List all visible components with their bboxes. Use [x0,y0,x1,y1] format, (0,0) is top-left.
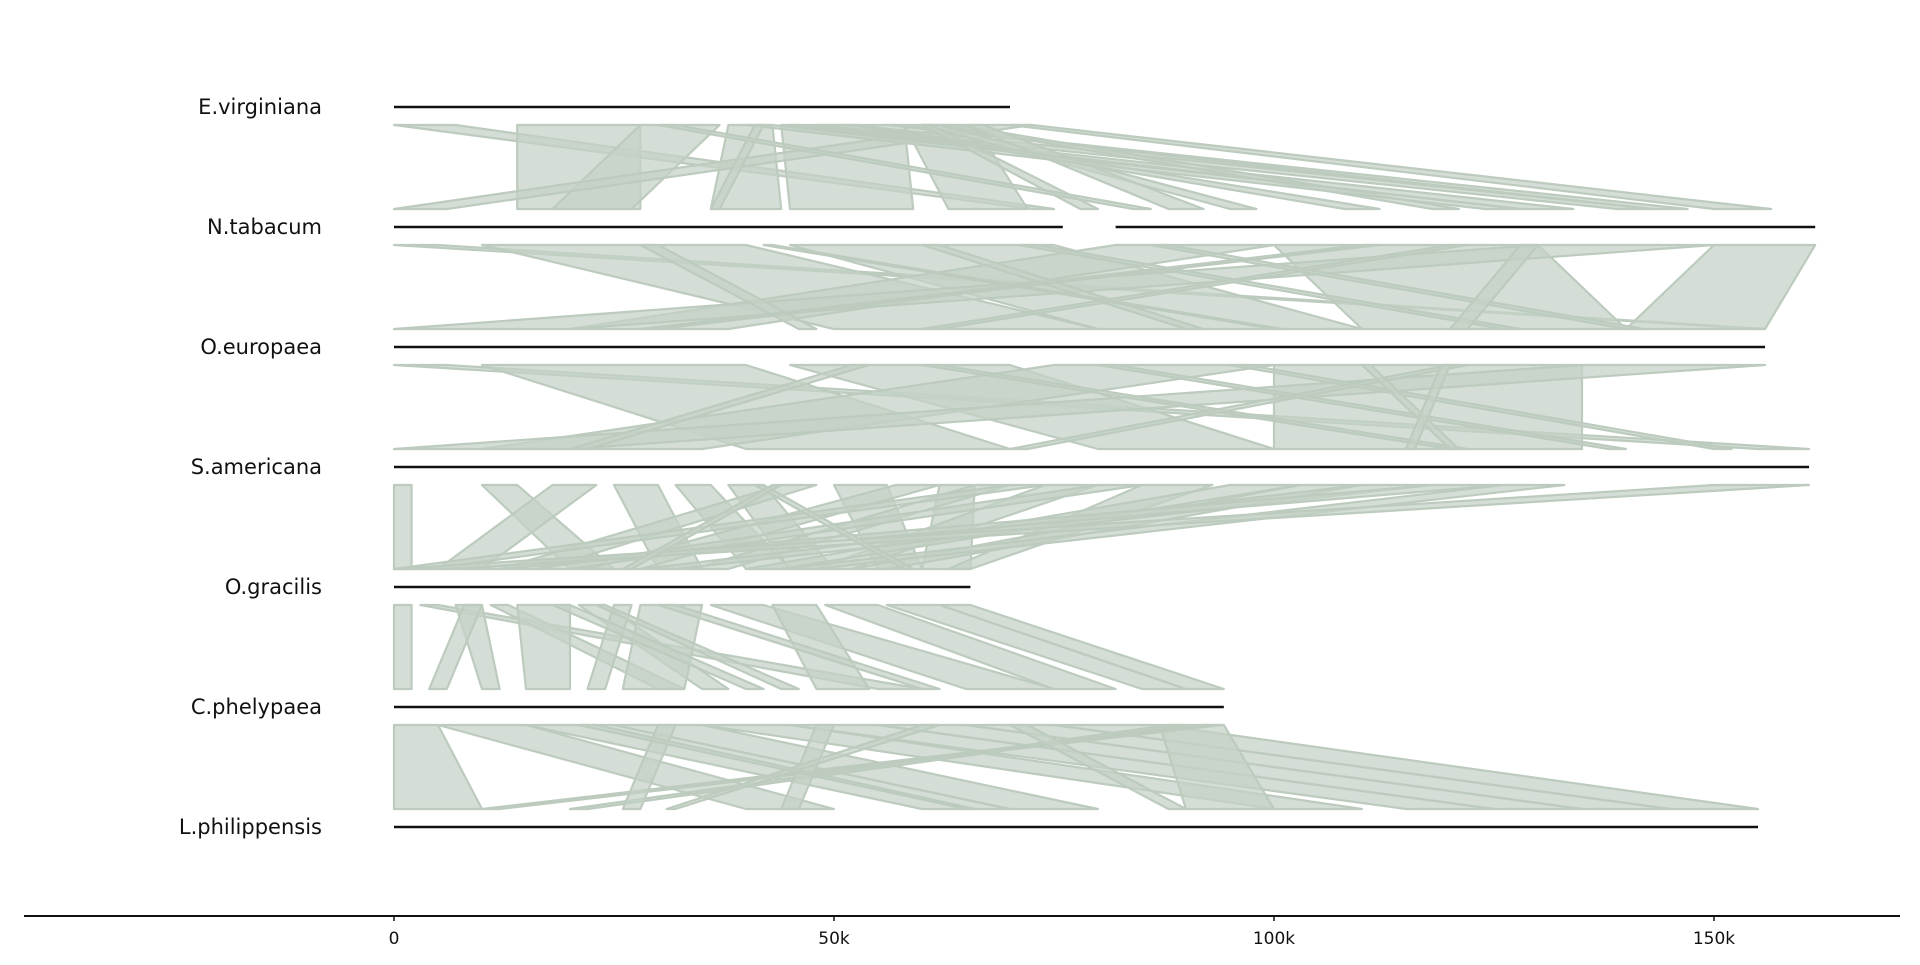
synteny-link [920,363,1469,451]
genome-label: E.virginiana [198,95,322,119]
synteny-link [480,723,1223,811]
synteny-link [516,603,572,691]
synteny-link [850,123,1381,211]
synteny-link [1624,243,1817,331]
genomes-layer [394,105,1816,829]
synteny-link [1096,363,1628,451]
x-tick-label: 50k [818,929,850,949]
synteny-link [595,603,800,691]
synteny-link [1149,243,1645,331]
synteny-link [938,603,1225,691]
synteny-link [392,483,413,571]
synteny-link [656,123,1152,211]
synteny-link [392,603,413,691]
synteny-link [1017,243,1522,331]
synteny-link [621,483,783,571]
synteny-link [568,363,871,451]
genome-label: L.philippensis [179,815,322,839]
x-tick-label: 0 [389,929,400,949]
synteny-link [656,603,941,691]
synteny-link [1008,723,1188,811]
synteny-link [1008,123,1773,211]
genome-label: S.americana [191,455,322,479]
synteny-link [392,483,1811,571]
x-tick-label: 100k [1253,929,1295,949]
synteny-link [709,123,765,211]
synteny-link [1448,243,1540,331]
synteny-link [621,723,677,811]
synteny-link [964,123,1205,211]
x-tick-label: 150k [1693,929,1735,949]
synteny-link [428,603,484,691]
labels-layer: E.virginiana N.tabacum O.europaea S.america… [179,95,322,839]
synteny-link [771,603,871,691]
synteny-link [1404,363,1452,451]
genome-label: O.gracilis [225,575,322,599]
synteny-link [392,723,484,811]
links-layer [392,123,1817,811]
synteny-link [577,723,976,811]
genome-label: N.tabacum [207,215,322,239]
synteny-link [1228,363,1733,451]
synteny-link [639,243,1381,331]
synteny-link [665,723,941,811]
synteny-link [753,483,915,571]
genome-label: C.phelypaea [191,695,322,719]
synteny-link [920,123,1100,211]
synteny-link [551,603,765,691]
synteny-link [639,243,818,331]
x-axis: 0 50k 100k 150k [24,915,1900,949]
synteny-link [824,603,1117,691]
genome-label: O.europaea [200,335,322,359]
